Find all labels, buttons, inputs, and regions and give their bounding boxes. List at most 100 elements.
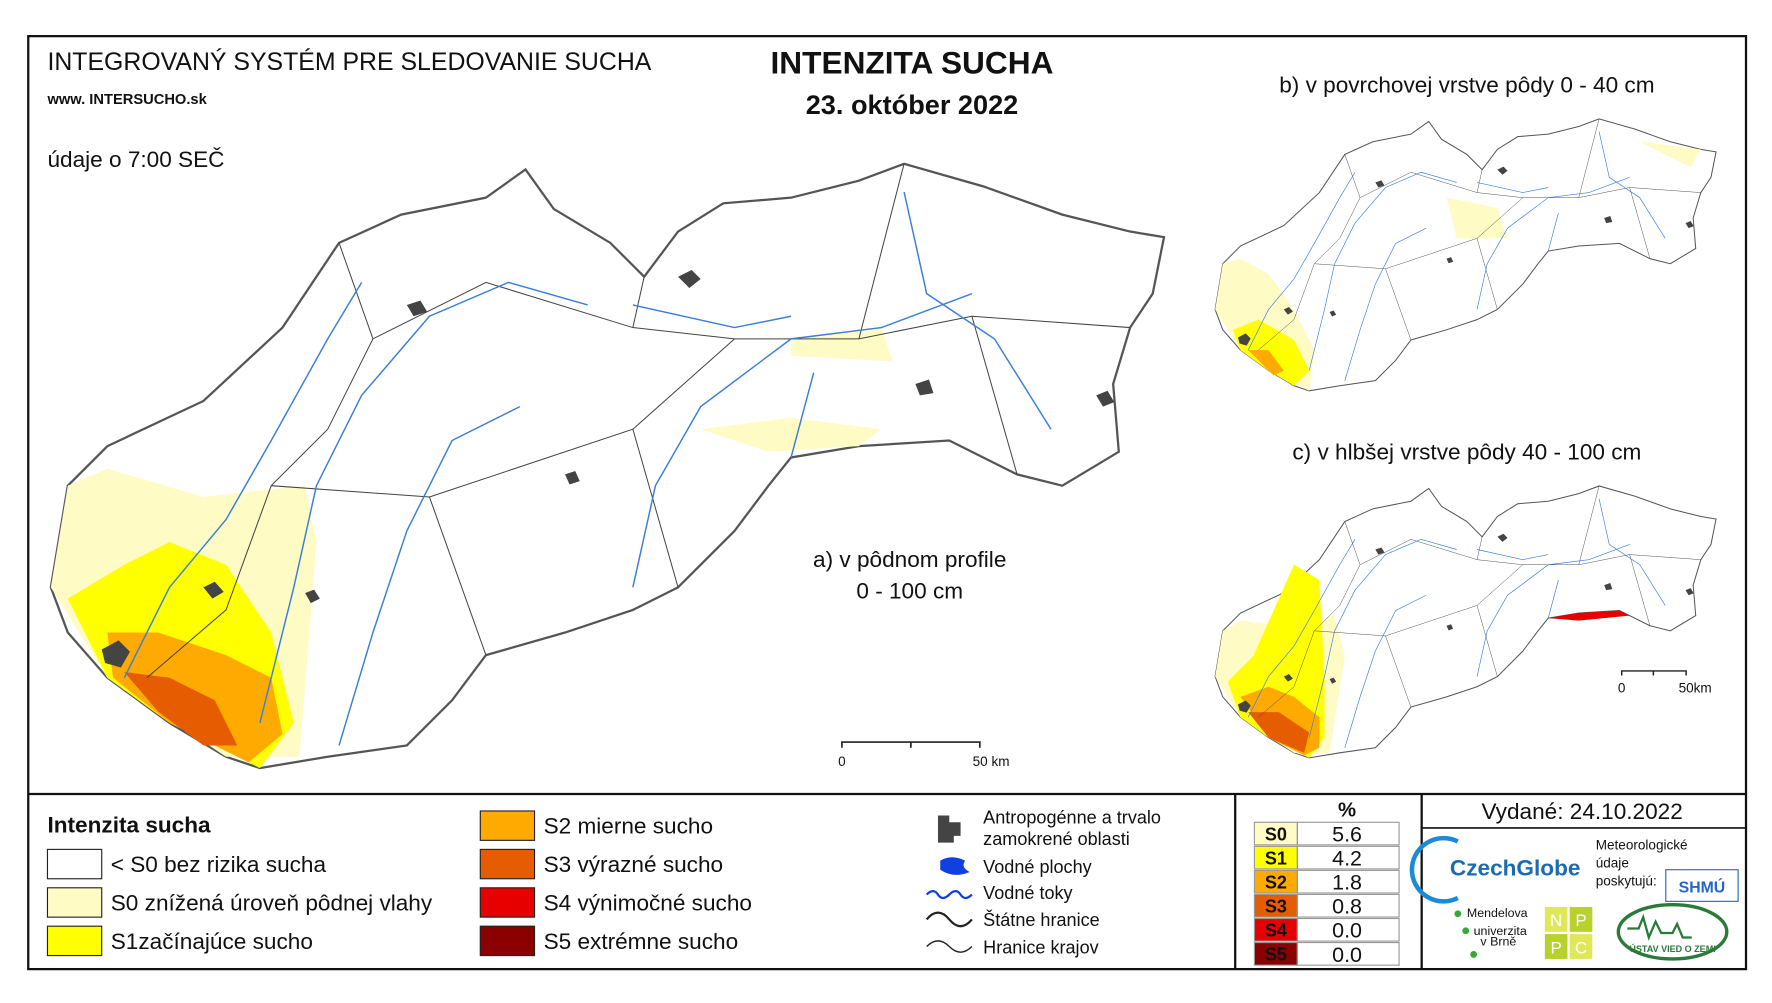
legend-label: S1začínajúce sucho — [111, 929, 313, 954]
legend-label: S5 extrémne sucho — [544, 929, 739, 954]
stats-table: % S0 5.6 S1 4.2 S2 1.8 S3 0.8 S4 0.0 S5 0.0 — [1253, 800, 1400, 967]
logo-meteo: Meteorologické — [1596, 837, 1688, 852]
stats-value: 0.0 — [1332, 943, 1362, 967]
system-title: INTEGROVANÝ SYSTÉM PRE SLEDOVANIE SUCHA — [47, 47, 651, 76]
npc-cell — [1544, 906, 1568, 932]
stats-value: 1.8 — [1332, 871, 1362, 895]
stats-class: S5 — [1265, 945, 1287, 965]
map-b-label: b) v povrchovej vrstve pôdy 0 - 40 cm — [1279, 73, 1654, 98]
icon-urban — [937, 815, 961, 843]
legend-label: S3 výrazné sucho — [544, 852, 724, 877]
legend-label: S2 mierne sucho — [544, 814, 713, 839]
stats-value: 5.6 — [1332, 822, 1362, 846]
icon-border — [925, 911, 973, 928]
legend-swatch — [479, 925, 536, 957]
map-a — [49, 162, 1166, 770]
stats-value: 0.8 — [1332, 895, 1362, 919]
logo-meteo: poskytujú: — [1596, 874, 1657, 889]
legend-swatch — [46, 848, 103, 880]
website: www. INTERSUCHO.sk — [46, 92, 207, 108]
overlay-legend: Antropogénne a trvalo zamokrené oblasti … — [925, 807, 1161, 957]
npc-letter: P — [1550, 938, 1561, 957]
legend-title: Intenzita sucha — [47, 812, 211, 837]
overlay-label: zamokrené oblasti — [983, 829, 1130, 849]
logo-uvz — [1616, 903, 1729, 961]
icon-water — [940, 857, 970, 875]
logo-shmu-box — [1665, 869, 1739, 902]
scale-bar — [841, 741, 981, 748]
stats-value: 4.2 — [1332, 847, 1362, 871]
overlay-label: Štátne hranice — [983, 909, 1100, 930]
icon-region — [926, 940, 973, 953]
drought-area — [1248, 350, 1284, 376]
scale-label: 50km — [1679, 680, 1712, 695]
stats-value: 0.0 — [1332, 919, 1362, 943]
overlay-label: Vodné plochy — [983, 857, 1091, 877]
legend: < S0 bez rizika sucha S0 znížená úroveň p… — [46, 810, 752, 957]
logo-meteo: údaje — [1596, 855, 1629, 870]
legend-swatch — [479, 887, 536, 918]
stats-header: % — [1338, 800, 1356, 822]
logo-mendel: Mendelova — [1467, 906, 1528, 920]
drought-area — [124, 672, 238, 746]
npc-cell — [1544, 934, 1568, 959]
stats-cell — [1296, 942, 1400, 966]
overlay-label: Hranice krajov — [983, 937, 1098, 957]
stats-class: S0 — [1265, 824, 1287, 844]
map-a-label: 0 - 100 cm — [856, 579, 963, 604]
dot — [1462, 927, 1470, 935]
title: INTENZITA SUCHA — [771, 44, 1054, 80]
stats-class: S2 — [1265, 872, 1287, 892]
logo-uvz-wave — [1627, 913, 1692, 941]
issued: Vydané: 24.10.2022 — [1481, 799, 1682, 824]
map-c-label: c) v hlbšej vrstve pôdy 40 - 100 cm — [1292, 440, 1641, 465]
overlay-label: Vodné toky — [983, 883, 1072, 903]
stats-cell — [1296, 821, 1400, 846]
npc-cell — [1569, 934, 1593, 959]
dot — [1470, 951, 1478, 958]
stats-class: S1 — [1265, 848, 1287, 868]
drought-area — [700, 327, 893, 452]
logo-shmu: SHMÚ — [1679, 877, 1726, 896]
map-c — [1214, 485, 1717, 759]
stats-cell — [1296, 869, 1400, 894]
scale-bar — [1620, 670, 1687, 676]
logo-mendel: v Brně — [1480, 934, 1516, 948]
map-a-label: a) v pôdnom profile — [813, 547, 1006, 572]
map-b — [1214, 118, 1717, 392]
drought-area — [1232, 319, 1310, 386]
frame — [27, 35, 1748, 971]
stats-cell — [1296, 893, 1400, 918]
date: 23. október 2022 — [806, 89, 1019, 120]
logo-mendel: univerzita — [1474, 924, 1527, 938]
drought-area — [1548, 610, 1630, 621]
time-note: údaje o 7:00 SEČ — [47, 147, 224, 172]
legend-swatch — [479, 848, 536, 880]
legend-swatch — [46, 887, 103, 918]
npc-cell — [1569, 906, 1593, 932]
stats-class: S4 — [1265, 921, 1287, 941]
logo-npc: N PP C — [1544, 906, 1593, 959]
npc-letter: C — [1575, 938, 1587, 957]
legend-swatch — [479, 810, 536, 841]
npc-letter: P — [1575, 911, 1586, 930]
logo-czechglobe: CzechGlobe — [1450, 855, 1581, 880]
stats-cell — [1296, 845, 1400, 870]
stats-class: S3 — [1265, 897, 1287, 917]
npc-letter: N — [1550, 911, 1562, 930]
legend-label: S4 výnimočné sucho — [544, 890, 752, 915]
legend-label: < S0 bez rizika sucha — [111, 852, 327, 877]
legend-swatch — [46, 925, 103, 957]
scale-label: 0 — [838, 754, 846, 769]
drought-area — [1248, 712, 1310, 753]
scale-label: 0 — [1618, 680, 1626, 695]
legend-label: S0 znížená úroveň pôdnej vlahy — [111, 890, 433, 915]
icon-river — [925, 890, 973, 900]
logo-uvz-text: ÚSTAV VIED O ZEMI — [1629, 943, 1715, 954]
dot — [1454, 910, 1462, 918]
overlay-label: Antropogénne a trvalo — [983, 807, 1161, 827]
stats-cell — [1296, 917, 1400, 942]
scale-label: 50 km — [973, 754, 1010, 769]
logo-arc — [1409, 835, 1459, 904]
